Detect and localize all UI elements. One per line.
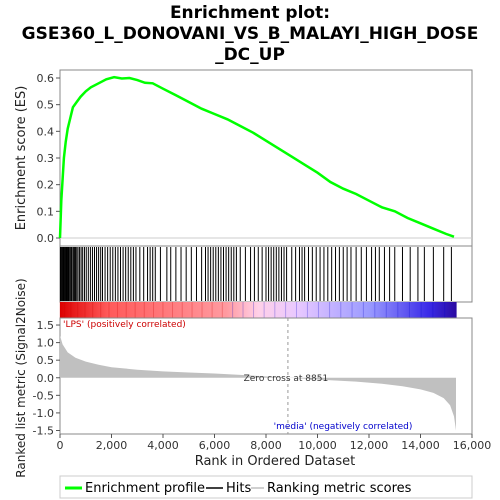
x-tick-label: 12,000 bbox=[350, 439, 389, 452]
x-tick-label: 10,000 bbox=[298, 439, 337, 452]
rank-heatmap-bar bbox=[59, 302, 457, 318]
ranking-metric-area bbox=[60, 335, 456, 431]
x-tick-label: 8,000 bbox=[250, 439, 282, 452]
es-y-tick-label: 0.0 bbox=[37, 232, 55, 245]
metric-panel: 1.5 1.0 0.5 0.0 -0.5 -1.0 -1.5 Zero cross at 8… bbox=[14, 278, 491, 477]
metric-y-tick-label: -1.5 bbox=[33, 424, 54, 437]
es-panel: 0.0 0.1 0.2 0.3 0.4 0.5 0.6 Enrichment score (… bbox=[14, 69, 473, 247]
es-y-tick-label: 0.3 bbox=[37, 152, 55, 165]
metric-y-tick-label: 1.0 bbox=[37, 337, 55, 350]
x-tick-label: 16,000 bbox=[453, 439, 492, 452]
x-tick-label: 0 bbox=[57, 439, 64, 452]
legend-label-hits: Hits bbox=[226, 481, 251, 496]
metric-y-tick-label: -1.0 bbox=[33, 407, 54, 420]
metric-y-tick-label: 0.5 bbox=[37, 354, 55, 367]
es-y-tick-label: 0.5 bbox=[37, 99, 55, 112]
heatmap-gradient bbox=[60, 302, 457, 318]
es-y-tick-label: 0.6 bbox=[37, 72, 55, 85]
es-y-tick-label: 0.2 bbox=[37, 179, 55, 192]
legend: Enrichment profile Hits Ranking metric s… bbox=[59, 475, 473, 499]
x-tick-label: 2,000 bbox=[96, 439, 128, 452]
chart-title-line-3: _DC_UP bbox=[215, 45, 285, 65]
metric-y-tick-label: -0.5 bbox=[33, 389, 54, 402]
legend-label-enrichment-profile: Enrichment profile bbox=[85, 481, 205, 496]
metric-y-tick-label: 1.5 bbox=[37, 319, 55, 332]
es-y-axis-label: Enrichment score (ES) bbox=[14, 86, 29, 231]
x-axis-label: Rank in Ordered Dataset bbox=[195, 454, 356, 469]
es-y-tick-label: 0.1 bbox=[37, 205, 55, 218]
es-y-tick-label: 0.4 bbox=[37, 125, 55, 138]
chart-title-line-1: Enrichment plot: bbox=[170, 3, 330, 23]
metric-y-axis-label: Ranked list metric (Signal2Noise) bbox=[14, 278, 28, 477]
x-tick-label: 4,000 bbox=[147, 439, 179, 452]
chart-title-line-2: GSE360_L_DONOVANI_VS_B_MALAYI_HIGH_DOSE bbox=[22, 24, 479, 44]
legend-label-ranking-metric: Ranking metric scores bbox=[267, 481, 412, 496]
metric-y-tick-label: 0.0 bbox=[37, 372, 55, 385]
x-tick-label: 6,000 bbox=[199, 439, 231, 452]
hits-panel bbox=[59, 245, 473, 303]
legend-frame bbox=[59, 475, 473, 499]
negative-class-label: 'media' (negatively correlated) bbox=[274, 422, 413, 432]
x-tick-label: 14,000 bbox=[401, 439, 440, 452]
zero-cross-label: Zero cross at 8851 bbox=[244, 374, 329, 384]
enrichment-profile-line bbox=[58, 75, 455, 239]
positive-class-label: 'LPS' (positively correlated) bbox=[63, 320, 186, 330]
